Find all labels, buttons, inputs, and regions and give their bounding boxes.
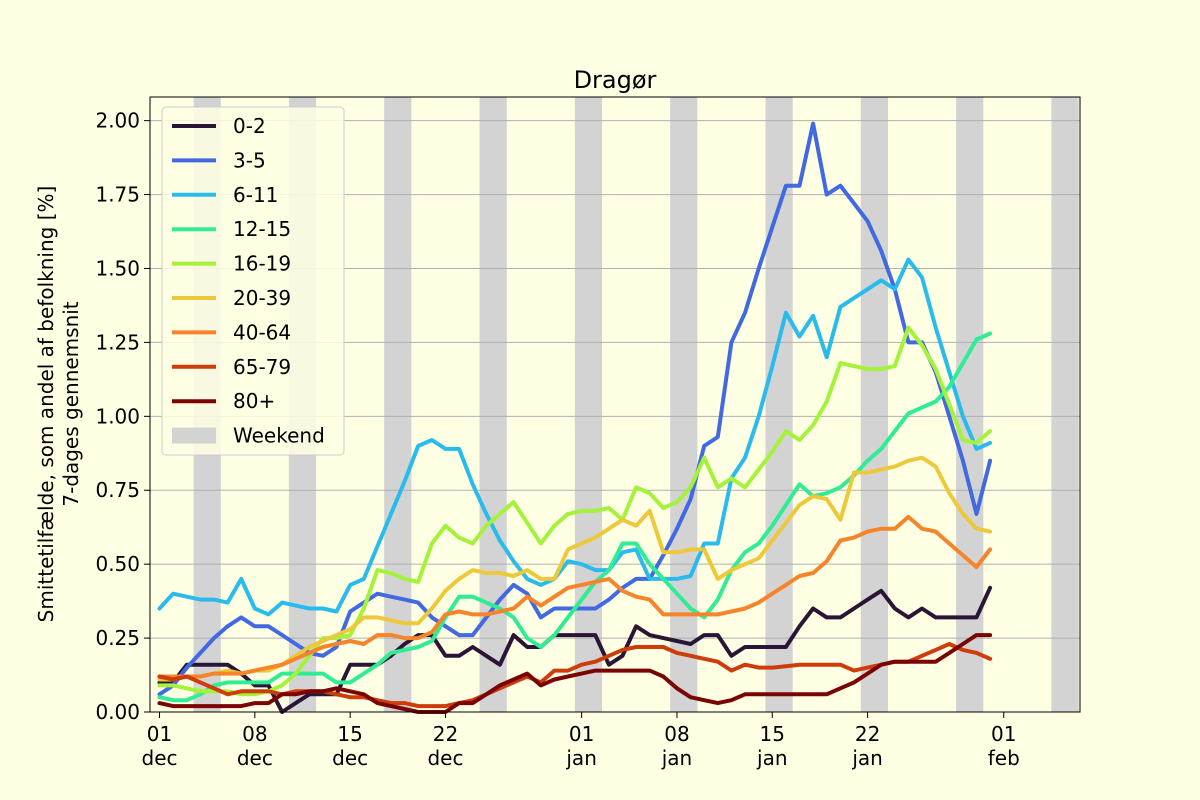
- legend-label: 20-39: [233, 286, 291, 310]
- legend-label: 0-2: [233, 114, 266, 138]
- series-line-40-64: [157, 514, 993, 679]
- x-tick-label: 22: [433, 722, 458, 746]
- series-line-16-19: [157, 325, 993, 697]
- y-tick-label: 1.50: [95, 256, 140, 280]
- x-tick-label: 01: [147, 722, 172, 746]
- x-tick-label-month: jan: [661, 746, 693, 770]
- chart-title: Dragør: [574, 66, 657, 94]
- weekend-band: [765, 97, 793, 712]
- series-line-20-39: [157, 455, 993, 682]
- x-tick-label-month: dec: [142, 746, 178, 770]
- y-tick-label: 0.50: [95, 552, 140, 576]
- legend-label: 12-15: [233, 217, 291, 241]
- legend-label: 40-64: [233, 320, 291, 344]
- y-tick-label: 0.00: [95, 700, 140, 724]
- series-lines: [157, 121, 993, 714]
- x-tick-label: 15: [337, 722, 362, 746]
- y-tick-label: 0.25: [95, 626, 140, 650]
- x-tick-label: 08: [242, 722, 267, 746]
- x-tick-label: 08: [664, 722, 689, 746]
- x-tick-label: 01: [569, 722, 594, 746]
- x-tick-label: 15: [760, 722, 785, 746]
- legend-label: 3-5: [233, 148, 266, 172]
- legend-swatch-weekend: [172, 427, 216, 444]
- legend-label: 6-11: [233, 183, 278, 207]
- y-tick-label: 1.75: [95, 183, 140, 207]
- series-line-80+: [157, 633, 993, 714]
- series-line-65-79: [157, 642, 993, 709]
- series-line-6-11: [157, 257, 993, 617]
- legend: 0-2 3-5 6-11 12-15 16-19 20-39 40-64 65-79 80+ We…: [161, 106, 345, 456]
- x-tick-label: 01: [991, 722, 1016, 746]
- weekend-band: [574, 97, 603, 712]
- legend-label: 80+: [233, 389, 275, 413]
- plot-frame: [149, 96, 1081, 713]
- x-tick-label-month: feb: [988, 746, 1020, 770]
- x-tick-label-month: dec: [427, 746, 463, 770]
- y-tick-label: 0.75: [95, 478, 140, 502]
- weekend-band: [860, 97, 889, 712]
- x-tick-label-month: dec: [332, 746, 368, 770]
- y-tick-label: 1.25: [95, 330, 140, 354]
- y-tick-label: 1.00: [95, 404, 140, 428]
- x-tick-label-month: jan: [851, 746, 883, 770]
- x-tick-label-month: jan: [565, 746, 597, 770]
- series-line-0-2: [157, 585, 993, 714]
- y-axis-label-line1: Smittetilfælde, som andel af befolkning …: [34, 186, 58, 623]
- legend-label: 16-19: [233, 252, 291, 276]
- x-tick-label-month: dec: [237, 746, 273, 770]
- x-tick-label: 22: [855, 722, 880, 746]
- x-tick-label-month: jan: [756, 746, 788, 770]
- legend-label-weekend: Weekend: [233, 424, 325, 448]
- weekend-band: [1051, 97, 1079, 712]
- x-axis: 01dec08dec15dec22dec01jan08jan15jan22jan…: [142, 712, 1020, 770]
- y-axis: 0.00 0.25 0.50 0.75 1.00 1.25 1.50 1.75 2.00: [95, 109, 150, 724]
- y-tick-label: 2.00: [95, 109, 140, 133]
- y-axis-label-line2: 7-dages gennemsnit: [59, 301, 83, 506]
- weekend-band: [670, 97, 698, 712]
- weekend-band: [384, 97, 412, 712]
- legend-label: 65-79: [233, 355, 291, 379]
